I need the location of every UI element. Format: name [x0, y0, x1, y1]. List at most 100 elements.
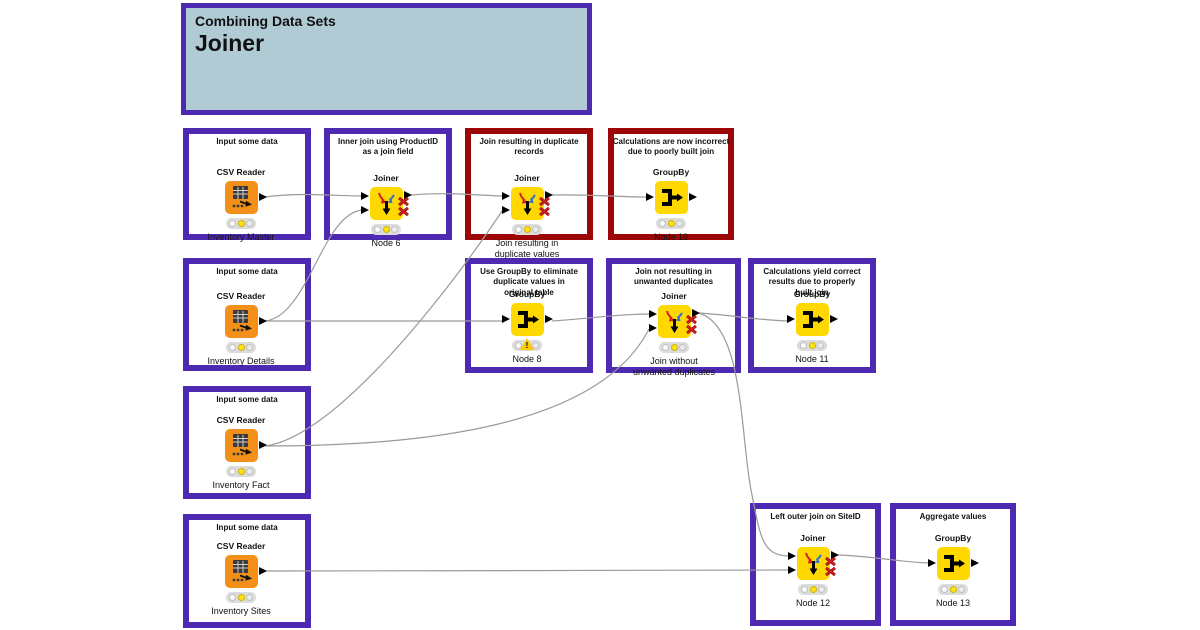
node-name: Join resulting in duplicate values	[494, 238, 560, 260]
node-name: Node 10	[653, 232, 689, 242]
node-status-light	[659, 342, 689, 353]
annotation-title: Input some data	[216, 137, 278, 146]
annotation-input-fact[interactable]: Input some data	[183, 386, 311, 499]
node-groupby-13[interactable]: GroupBy Node 13	[888, 532, 1018, 609]
annotation-title: Inner join using ProductID as a join fie…	[338, 137, 438, 157]
node-type-label: Joiner	[373, 173, 399, 183]
output-port-icon[interactable]	[829, 315, 838, 323]
annotation-title: Calculations are now incorrect due to po…	[612, 137, 730, 157]
csv-reader-icon[interactable]	[224, 181, 258, 214]
node-csv-reader-master[interactable]: CSV Reader Inventory Master	[176, 166, 306, 243]
annotation-correct-calculations[interactable]: Calculations yield correct results due t…	[748, 258, 876, 373]
csv-reader-icon[interactable]	[224, 555, 258, 588]
workflow-title-heading: Combining Data Sets	[195, 13, 336, 29]
disabled-port-icon	[685, 315, 697, 324]
input-port-icon[interactable]	[786, 315, 795, 323]
csv-reader-icon[interactable]	[224, 305, 258, 338]
output-port-icon[interactable]	[544, 315, 553, 323]
annotation-duplicate-join[interactable]: Join resulting in duplicate records	[465, 128, 593, 240]
annotation-title: Input some data	[216, 523, 278, 532]
node-name: Join without unwanted duplicates	[632, 356, 716, 378]
input-port-icon[interactable]	[360, 191, 369, 200]
output-port-icon[interactable]	[688, 193, 697, 201]
annotation-inner-join[interactable]: Inner join using ProductID as a join fie…	[324, 128, 452, 240]
node-groupby-10[interactable]: GroupBy Node 10	[606, 166, 736, 243]
node-type-label: GroupBy	[508, 289, 546, 299]
groupby-icon[interactable]	[510, 303, 544, 336]
input-port-icon[interactable]	[645, 193, 654, 201]
groupby-icon[interactable]	[936, 547, 970, 580]
connection-joiner6-to-duplicate-joiner	[410, 193, 503, 197]
annotation-title: Left outer join on SiteID	[770, 512, 861, 521]
node-status-light	[938, 584, 968, 595]
node-type-label: CSV Reader	[216, 415, 266, 425]
connection-joiner12-to-groupby13	[837, 554, 929, 564]
groupby-icon[interactable]	[654, 181, 688, 214]
node-joiner-duplicates[interactable]: Joiner	[462, 172, 592, 261]
disabled-port-icon	[538, 197, 550, 206]
output-port-icon[interactable]	[258, 317, 267, 325]
node-joiner-12[interactable]: Joiner	[748, 532, 878, 609]
annotation-title: Calculations yield correct results due t…	[763, 267, 861, 297]
node-name: Inventory Fact	[212, 480, 270, 490]
joiner-icon[interactable]	[510, 187, 544, 220]
connection-sites-to-joiner12	[264, 569, 790, 572]
csv-reader-icon[interactable]	[224, 429, 258, 462]
disabled-port-icon	[685, 325, 697, 334]
node-type-label: Joiner	[661, 291, 687, 301]
output-port-icon[interactable]	[544, 190, 553, 199]
output-port-icon[interactable]	[691, 308, 700, 317]
input-port-icon[interactable]	[360, 206, 369, 214]
node-name: Inventory Sites	[211, 606, 271, 616]
groupby-icon[interactable]	[795, 303, 829, 336]
disabled-port-icon	[824, 557, 836, 566]
node-name: Node 6	[371, 238, 401, 248]
node-csv-reader-fact[interactable]: CSV Reader Inventory Fact	[176, 414, 306, 491]
connection-fact-to-joiner-wo	[264, 328, 650, 447]
workflow-title-annotation[interactable]: Combining Data Sets Joiner	[181, 3, 592, 115]
node-name: Node 12	[795, 598, 831, 608]
joiner-icon[interactable]	[796, 547, 830, 580]
output-port-icon[interactable]	[970, 559, 979, 567]
input-port-icon[interactable]	[787, 551, 796, 560]
output-port-icon[interactable]	[403, 190, 412, 199]
node-csv-reader-details[interactable]: CSV Reader Inventory Details	[176, 290, 306, 367]
disabled-port-icon	[824, 567, 836, 576]
disabled-port-icon	[538, 207, 550, 216]
input-port-icon[interactable]	[501, 206, 510, 214]
connection-master-to-joiner6	[264, 193, 363, 198]
output-port-icon[interactable]	[258, 441, 267, 449]
node-joiner-6[interactable]: Joiner	[321, 172, 451, 249]
annotation-groupby-eliminate[interactable]: Use GroupBy to eliminate duplicate value…	[465, 258, 593, 373]
output-port-icon[interactable]	[258, 193, 267, 201]
annotation-title: Input some data	[216, 267, 278, 276]
input-port-icon[interactable]	[648, 324, 657, 332]
node-joiner-without-duplicates[interactable]: Joiner	[609, 290, 739, 379]
input-port-icon[interactable]	[501, 315, 510, 323]
input-port-icon[interactable]	[787, 566, 796, 574]
disabled-port-icon	[397, 197, 409, 206]
node-groupby-11[interactable]: GroupBy Node 11	[747, 288, 877, 365]
node-status-light	[226, 466, 256, 477]
connection-groupby8-to-joiner-wo	[551, 313, 650, 322]
node-name: Node 8	[512, 354, 542, 364]
node-groupby-8[interactable]: GroupBy ! Node 8	[462, 288, 592, 365]
output-port-icon[interactable]	[258, 567, 267, 575]
input-port-icon[interactable]	[927, 559, 936, 567]
output-port-icon[interactable]	[830, 550, 839, 559]
connection-duplicate-joiner-to-groupby10	[551, 194, 647, 198]
node-type-label: GroupBy	[793, 289, 831, 299]
node-type-label: Joiner	[514, 173, 540, 183]
node-csv-reader-sites[interactable]: CSV Reader Inventory Sites	[176, 540, 306, 617]
node-name: Inventory Master	[207, 232, 275, 242]
joiner-icon[interactable]	[369, 187, 403, 220]
node-name: Node 13	[935, 598, 971, 608]
annotation-join-no-duplicates[interactable]: Join not resulting in unwanted duplicate…	[606, 258, 741, 373]
annotation-input-master[interactable]: Input some data	[183, 128, 311, 240]
input-port-icon[interactable]	[501, 191, 510, 200]
node-status-light	[656, 218, 686, 229]
joiner-icon[interactable]	[657, 305, 691, 338]
input-port-icon[interactable]	[648, 309, 657, 318]
